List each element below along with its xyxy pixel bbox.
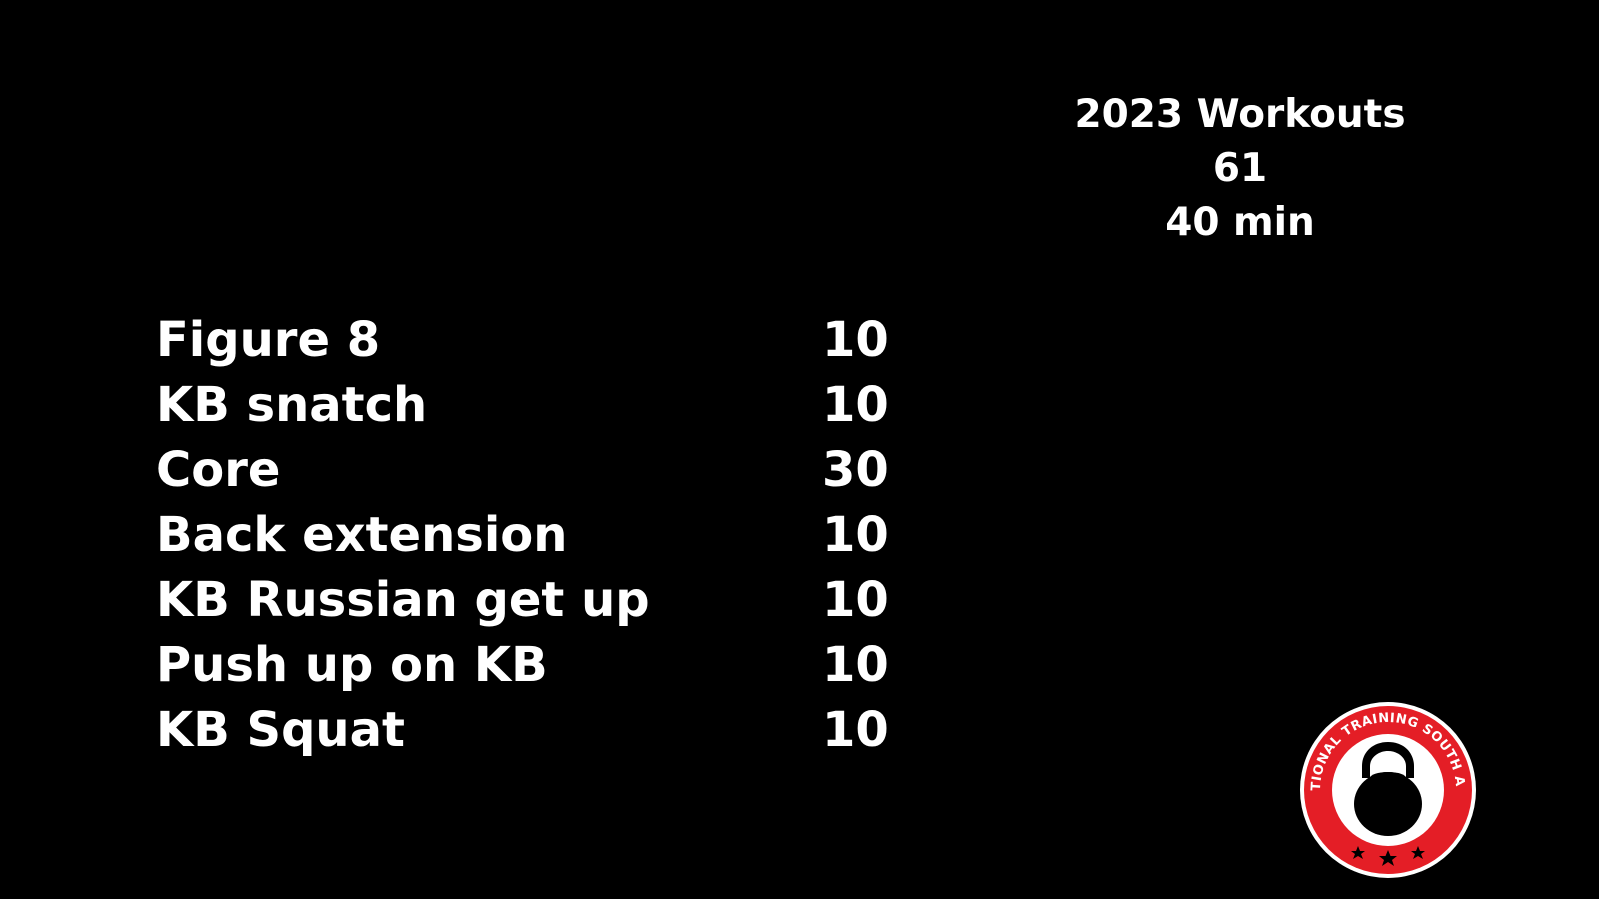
exercise-reps: 30 (822, 442, 889, 498)
exercise-reps: 10 (822, 377, 889, 433)
exercise-reps: 10 (822, 572, 889, 628)
workout-number: 61 (1212, 146, 1268, 191)
exercise-row: Figure 8 10 (156, 308, 916, 373)
exercise-row: KB Squat 10 (156, 698, 916, 763)
workout-title: 2023 Workouts (1074, 92, 1406, 137)
exercise-row: KB snatch 10 (156, 373, 916, 438)
functional-training-logo: FUNCTIONAL TRAINING SOUTH AFRICA (1292, 689, 1478, 880)
exercise-row: Core 30 (156, 438, 916, 503)
kettlebell-icon (1354, 742, 1422, 836)
workout-header: 2023 Workouts 61 40 min (1040, 88, 1440, 250)
stars-decoration (1351, 846, 1425, 866)
exercise-name: Figure 8 (156, 312, 381, 368)
exercise-reps: 10 (822, 507, 889, 563)
workout-duration: 40 min (1165, 200, 1315, 245)
exercise-name: Back extension (156, 507, 568, 563)
exercise-reps: 10 (822, 702, 889, 758)
exercise-name: KB Russian get up (156, 572, 650, 628)
exercise-row: Back extension 10 (156, 503, 916, 568)
exercise-name: Core (156, 442, 281, 498)
exercise-name: KB snatch (156, 377, 428, 433)
exercise-name: KB Squat (156, 702, 405, 758)
exercise-reps: 10 (822, 312, 889, 368)
exercise-row: KB Russian get up 10 (156, 568, 916, 633)
exercise-row: Push up on KB 10 (156, 633, 916, 698)
exercise-reps: 10 (822, 637, 889, 693)
exercise-list: Figure 8 10 KB snatch 10 Core 30 Back ex… (156, 308, 916, 763)
exercise-name: Push up on KB (156, 637, 548, 693)
logo-badge: FUNCTIONAL TRAINING SOUTH AFRICA (1292, 689, 1476, 878)
